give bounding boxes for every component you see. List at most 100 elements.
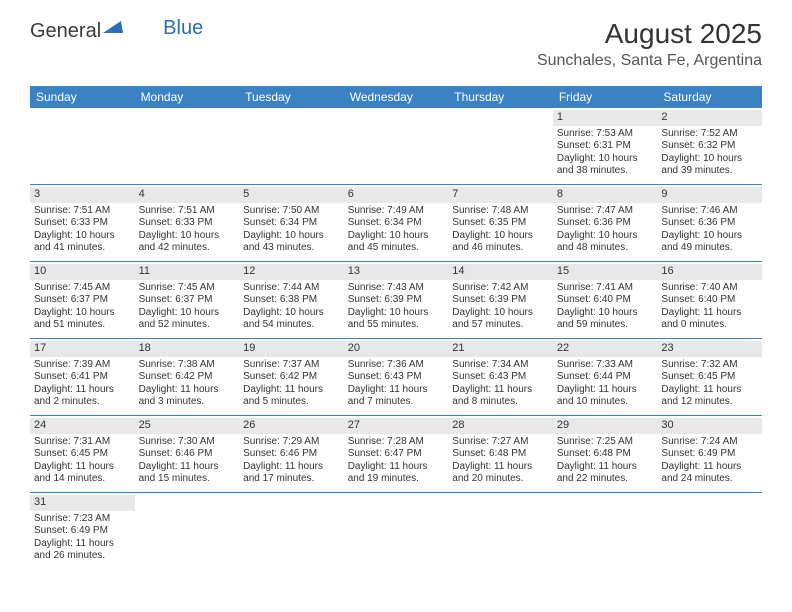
day-daylight1: Daylight: 10 hours	[452, 230, 549, 243]
day-number: 16	[657, 264, 762, 280]
empty-cell	[657, 493, 762, 569]
day-number: 18	[135, 341, 240, 357]
week-row: 24Sunrise: 7:31 AMSunset: 6:45 PMDayligh…	[30, 416, 762, 493]
day-number: 17	[30, 341, 135, 357]
day-number: 10	[30, 264, 135, 280]
day-daylight2: and 8 minutes.	[452, 396, 549, 409]
day-daylight2: and 48 minutes.	[557, 242, 654, 255]
empty-cell	[553, 493, 658, 569]
day-cell: 21Sunrise: 7:34 AMSunset: 6:43 PMDayligh…	[448, 339, 553, 415]
day-daylight1: Daylight: 10 hours	[243, 230, 340, 243]
day-daylight1: Daylight: 10 hours	[557, 153, 654, 166]
logo: General Blue	[30, 18, 203, 45]
day-cell: 9Sunrise: 7:46 AMSunset: 6:36 PMDaylight…	[657, 185, 762, 261]
day-sunset: Sunset: 6:37 PM	[139, 294, 236, 307]
weekday-header: Thursday	[448, 86, 553, 108]
day-number: 24	[30, 418, 135, 434]
day-daylight1: Daylight: 11 hours	[34, 538, 131, 551]
day-daylight1: Daylight: 10 hours	[661, 230, 758, 243]
day-daylight2: and 49 minutes.	[661, 242, 758, 255]
day-daylight1: Daylight: 10 hours	[557, 230, 654, 243]
day-cell: 23Sunrise: 7:32 AMSunset: 6:45 PMDayligh…	[657, 339, 762, 415]
empty-cell	[135, 108, 240, 184]
weekday-header: Tuesday	[239, 86, 344, 108]
week-row: 1 Sunrise: 7:53 AMSunset: 6:31 PMDaylight…	[30, 108, 762, 185]
day-daylight2: and 57 minutes.	[452, 319, 549, 332]
week-row: 10Sunrise: 7:45 AMSunset: 6:37 PMDayligh…	[30, 262, 762, 339]
day-daylight2: and 19 minutes.	[348, 473, 445, 486]
day-daylight2: and 20 minutes.	[452, 473, 549, 486]
day-sunset: Sunset: 6:42 PM	[243, 371, 340, 384]
day-sunset: Sunset: 6:44 PM	[557, 371, 654, 384]
day-sunset: Sunset: 6:49 PM	[661, 448, 758, 461]
day-sunrise: Sunrise: 7:40 AM	[661, 282, 758, 295]
day-cell: 28 Sunrise: 7:27 AMSunset: 6:48 PMDayligh…	[448, 416, 553, 492]
day-daylight2: and 45 minutes.	[348, 242, 445, 255]
day-daylight2: and 59 minutes.	[557, 319, 654, 332]
day-number: 31	[30, 495, 135, 511]
day-sunrise: Sunrise: 7:24 AM	[661, 436, 758, 449]
day-sunrise: Sunrise: 7:28 AM	[348, 436, 445, 449]
empty-cell	[448, 493, 553, 569]
day-cell: 18Sunrise: 7:38 AMSunset: 6:42 PMDayligh…	[135, 339, 240, 415]
day-cell: 15Sunrise: 7:41 AMSunset: 6:40 PMDayligh…	[553, 262, 658, 338]
day-sunrise: Sunrise: 7:50 AM	[243, 205, 340, 218]
day-sunset: Sunset: 6:37 PM	[34, 294, 131, 307]
day-daylight1: Daylight: 11 hours	[661, 461, 758, 474]
day-cell: 6Sunrise: 7:49 AMSunset: 6:34 PMDaylight…	[344, 185, 449, 261]
day-number: 15	[553, 264, 658, 280]
day-daylight2: and 52 minutes.	[139, 319, 236, 332]
day-daylight2: and 42 minutes.	[139, 242, 236, 255]
day-sunset: Sunset: 6:46 PM	[243, 448, 340, 461]
day-cell: 7Sunrise: 7:48 AMSunset: 6:35 PMDaylight…	[448, 185, 553, 261]
day-cell: 26Sunrise: 7:29 AMSunset: 6:46 PMDayligh…	[239, 416, 344, 492]
day-number: 29	[553, 418, 658, 434]
weekday-header: Saturday	[657, 86, 762, 108]
day-sunset: Sunset: 6:36 PM	[661, 217, 758, 230]
empty-cell	[30, 108, 135, 184]
logo-text-blue: Blue	[163, 17, 203, 40]
weekday-header: Sunday	[30, 86, 135, 108]
day-sunset: Sunset: 6:40 PM	[557, 294, 654, 307]
day-sunrise: Sunrise: 7:38 AM	[139, 359, 236, 372]
day-sunset: Sunset: 6:31 PM	[557, 140, 654, 153]
day-number: 28	[448, 418, 553, 434]
day-daylight2: and 38 minutes.	[557, 165, 654, 178]
day-cell: 4Sunrise: 7:51 AMSunset: 6:33 PMDaylight…	[135, 185, 240, 261]
day-cell: 31Sunrise: 7:23 AMSunset: 6:49 PMDayligh…	[30, 493, 135, 569]
day-sunrise: Sunrise: 7:45 AM	[139, 282, 236, 295]
day-sunrise: Sunrise: 7:32 AM	[661, 359, 758, 372]
day-sunrise: Sunrise: 7:51 AM	[34, 205, 131, 218]
day-daylight1: Daylight: 11 hours	[452, 461, 549, 474]
day-number: 30	[657, 418, 762, 434]
week-row: 31Sunrise: 7:23 AMSunset: 6:49 PMDayligh…	[30, 493, 762, 569]
day-number: 21	[448, 341, 553, 357]
day-cell: 2Sunrise: 7:52 AMSunset: 6:32 PMDaylight…	[657, 108, 762, 184]
weekday-header-row: Sunday Monday Tuesday Wednesday Thursday…	[30, 86, 762, 108]
day-sunrise: Sunrise: 7:27 AM	[452, 436, 549, 449]
day-sunrise: Sunrise: 7:53 AM	[557, 128, 654, 141]
day-daylight2: and 3 minutes.	[139, 396, 236, 409]
day-daylight1: Daylight: 11 hours	[452, 384, 549, 397]
weekday-header: Friday	[553, 86, 658, 108]
day-number: 1	[553, 110, 658, 126]
day-daylight1: Daylight: 11 hours	[557, 461, 654, 474]
day-number: 8	[553, 187, 658, 203]
day-number: 14	[448, 264, 553, 280]
day-daylight2: and 7 minutes.	[348, 396, 445, 409]
day-sunrise: Sunrise: 7:52 AM	[661, 128, 758, 141]
day-daylight1: Daylight: 10 hours	[243, 307, 340, 320]
day-daylight2: and 54 minutes.	[243, 319, 340, 332]
day-daylight1: Daylight: 11 hours	[661, 384, 758, 397]
day-cell: 22Sunrise: 7:33 AMSunset: 6:44 PMDayligh…	[553, 339, 658, 415]
empty-cell	[239, 108, 344, 184]
day-daylight1: Daylight: 10 hours	[348, 307, 445, 320]
day-daylight2: and 0 minutes.	[661, 319, 758, 332]
day-cell: 27Sunrise: 7:28 AMSunset: 6:47 PMDayligh…	[344, 416, 449, 492]
day-cell: 11Sunrise: 7:45 AMSunset: 6:37 PMDayligh…	[135, 262, 240, 338]
day-daylight1: Daylight: 10 hours	[452, 307, 549, 320]
day-sunset: Sunset: 6:46 PM	[139, 448, 236, 461]
week-row: 3Sunrise: 7:51 AMSunset: 6:33 PMDaylight…	[30, 185, 762, 262]
day-sunset: Sunset: 6:48 PM	[452, 448, 549, 461]
day-number: 20	[344, 341, 449, 357]
